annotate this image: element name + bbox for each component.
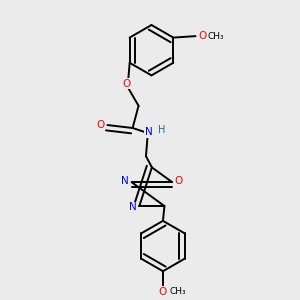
Text: O: O [175, 176, 183, 186]
Text: H: H [158, 125, 165, 135]
Text: O: O [96, 120, 104, 130]
Text: N: N [121, 176, 129, 186]
Text: O: O [198, 31, 206, 41]
Text: O: O [123, 79, 131, 88]
Text: CH₃: CH₃ [169, 287, 186, 296]
Text: CH₃: CH₃ [207, 32, 224, 40]
Text: N: N [129, 202, 137, 212]
Text: N: N [145, 128, 153, 137]
Text: O: O [159, 287, 167, 297]
